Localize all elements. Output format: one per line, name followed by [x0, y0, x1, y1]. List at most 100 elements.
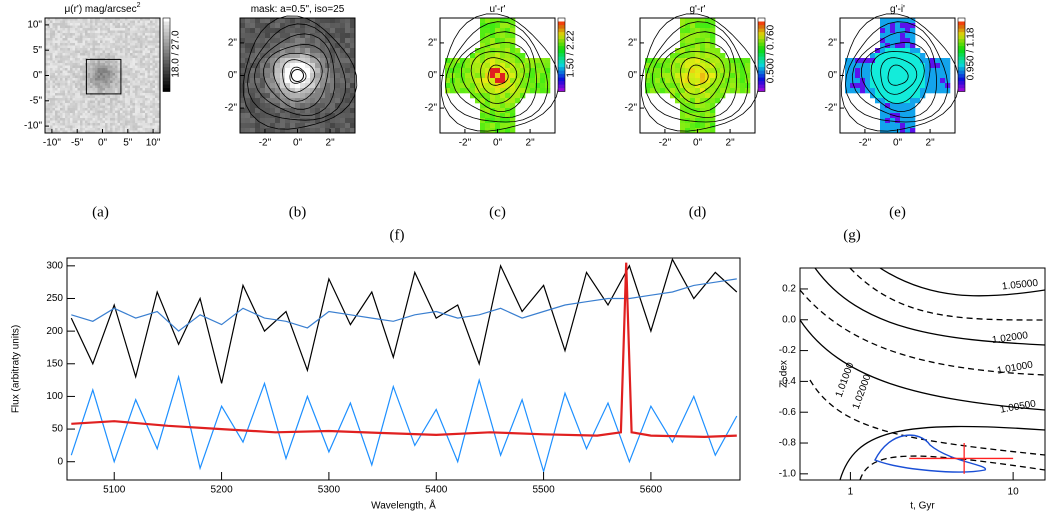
- pixel: [690, 23, 696, 29]
- pixel: [55, 28, 58, 31]
- pixel: [157, 110, 161, 114]
- pixel: [45, 90, 48, 94]
- pixel: [475, 98, 481, 104]
- pixel: [905, 128, 911, 134]
- pixel: [70, 118, 73, 121]
- pixel: [470, 68, 476, 74]
- pixel: [475, 83, 481, 89]
- pixel: [145, 80, 148, 84]
- pixel: [45, 35, 48, 39]
- pixel: [105, 105, 108, 109]
- pixel: [135, 25, 138, 29]
- pixel: [910, 108, 916, 114]
- pixel: [150, 30, 153, 34]
- pixel: [62, 80, 66, 84]
- pixel: [320, 43, 326, 49]
- pixel: [135, 93, 138, 96]
- pixel: [122, 45, 126, 49]
- pixel: [107, 43, 111, 46]
- pixel: [77, 75, 81, 79]
- pixel: [92, 108, 96, 111]
- pixel: [115, 18, 118, 21]
- pixel: [290, 33, 296, 39]
- pixel: [460, 68, 466, 74]
- pixel: [137, 108, 141, 111]
- pixel: [155, 30, 158, 34]
- pixel: [105, 130, 108, 134]
- pixel: [55, 70, 58, 74]
- pixel: [80, 40, 83, 44]
- pixel: [130, 55, 133, 59]
- pixel: [50, 70, 53, 74]
- pixel: [57, 130, 61, 134]
- pixel: [275, 123, 281, 129]
- pixel: [885, 123, 891, 129]
- pixel: [112, 130, 116, 134]
- pixel: [310, 73, 316, 79]
- pixel: [147, 130, 151, 134]
- pixel: [107, 118, 111, 121]
- pixel: [110, 23, 113, 26]
- pixel: [90, 45, 93, 49]
- pixel: [690, 33, 696, 39]
- pixel: [890, 108, 896, 114]
- pixel: [137, 28, 141, 31]
- pixel: [305, 33, 311, 39]
- pixel: [82, 48, 86, 51]
- pixel: [280, 88, 286, 94]
- pixel: [905, 78, 911, 84]
- pixel: [87, 73, 91, 76]
- pixel: [135, 110, 138, 114]
- pixel: [72, 20, 76, 24]
- pixel: [895, 123, 901, 129]
- pixel: [157, 125, 161, 129]
- pixel: [157, 43, 161, 46]
- pixel: [157, 25, 161, 29]
- pixel: [275, 88, 281, 94]
- pixel: [350, 83, 356, 89]
- pixel: [137, 125, 141, 129]
- pixel: [915, 48, 921, 54]
- pixel: [675, 93, 681, 99]
- pixel: [55, 48, 58, 51]
- pixel: [52, 85, 56, 89]
- pixel: [495, 93, 501, 99]
- pixel: [70, 95, 73, 99]
- pixel: [250, 108, 256, 114]
- pixel: [885, 108, 891, 114]
- pixel: [90, 75, 93, 79]
- pixel: [77, 33, 81, 36]
- pixel: [255, 43, 261, 49]
- pixel: [47, 43, 51, 46]
- pixel: [152, 105, 156, 109]
- pixel: [145, 78, 148, 81]
- pixel: [112, 25, 116, 29]
- pixel: [510, 53, 516, 59]
- pixel: [112, 20, 116, 24]
- colorbar-step: [558, 32, 565, 36]
- pixel: [62, 90, 66, 94]
- pixel: [147, 63, 151, 66]
- pixel: [122, 65, 126, 69]
- pixel: [300, 28, 306, 34]
- pixel: [85, 18, 88, 21]
- pixel: [505, 53, 511, 59]
- pixel: [112, 113, 116, 116]
- pixel: [845, 88, 851, 94]
- pixel: [255, 113, 261, 119]
- pixel: [152, 50, 156, 54]
- pixel: [122, 78, 126, 81]
- pixel: [122, 35, 126, 39]
- pixel: [82, 63, 86, 66]
- pixel: [490, 123, 496, 129]
- pixel: [152, 48, 156, 51]
- pixel: [95, 18, 98, 21]
- pixel: [62, 85, 66, 89]
- pixel: [62, 70, 66, 74]
- pixel: [135, 115, 138, 119]
- pixel: [460, 83, 466, 89]
- pixel: [55, 78, 58, 81]
- pixel: [695, 78, 701, 84]
- pixel: [350, 98, 356, 104]
- pixel: [77, 113, 81, 116]
